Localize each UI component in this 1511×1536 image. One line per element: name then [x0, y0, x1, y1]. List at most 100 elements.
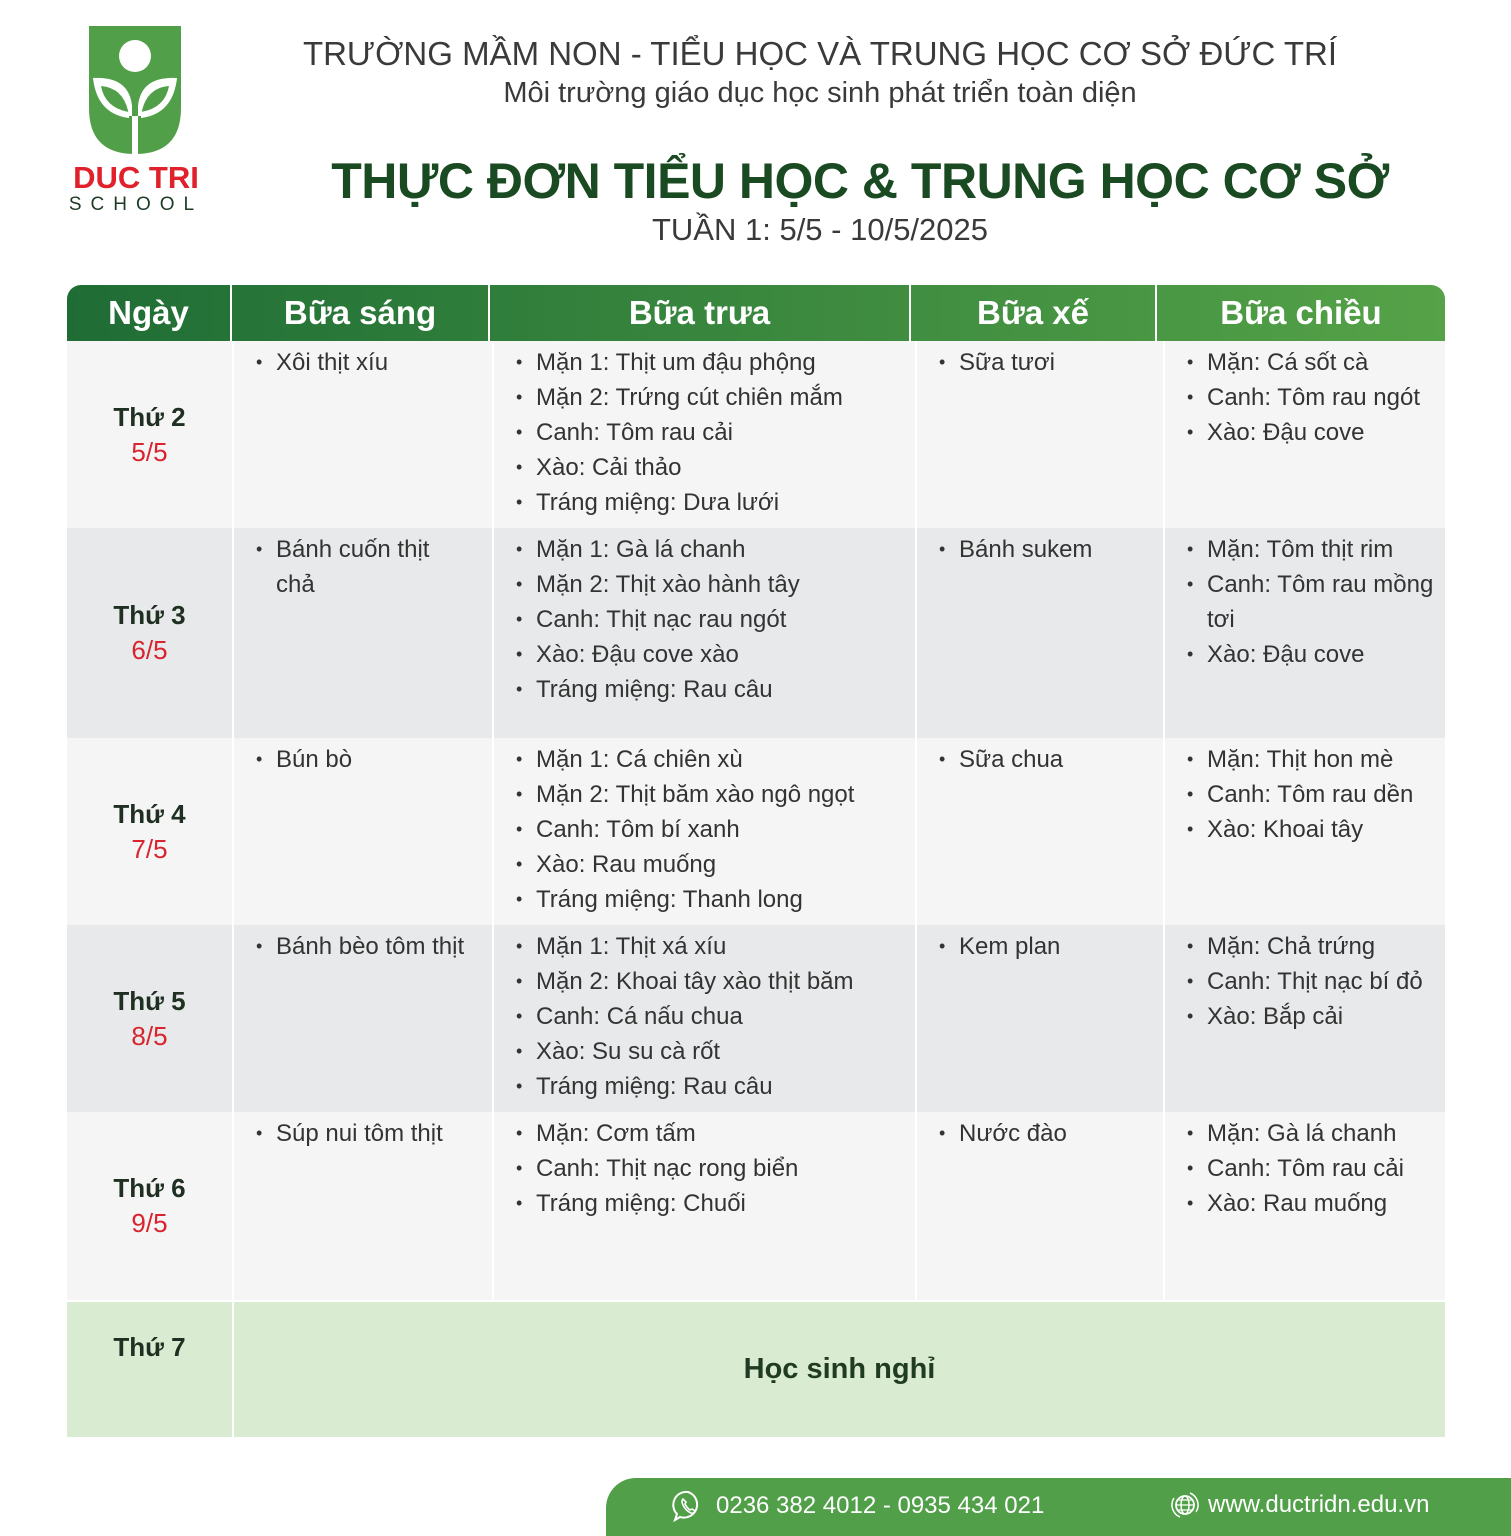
menu-item: Mặn 2: Thịt băm xào ngô ngọt — [494, 777, 915, 812]
column-divider — [915, 925, 917, 1112]
menu-item: Tráng miệng: Chuối — [494, 1186, 915, 1221]
menu-item: Canh: Tôm rau ngót — [1165, 380, 1444, 415]
snack-list: Kem plan — [917, 925, 1163, 1112]
menu-table: Ngày Bữa sáng Bữa trưa Bữa xế Bữa chiều … — [67, 285, 1445, 1437]
table-row: Thứ 69/5Súp nui tôm thịtMặn: Cơm tấmCanh… — [67, 1112, 1445, 1300]
menu-item: Tráng miệng: Rau câu — [494, 1069, 915, 1104]
lunch-list: Mặn 1: Thịt xá xíuMặn 2: Khoai tây xào t… — [494, 925, 915, 1112]
dinner-list: Mặn: Chả trứngCanh: Thịt nạc bí đỏXào: B… — [1165, 925, 1444, 1112]
column-divider — [232, 1112, 234, 1300]
day-cell: Thứ 2 5/5 — [67, 341, 232, 528]
column-divider — [232, 925, 234, 1112]
menu-item: Canh: Tôm rau cải — [1165, 1151, 1444, 1186]
dinner-list: Mặn: Tôm thịt rimCanh: Tôm rau mồng tơiX… — [1165, 528, 1444, 738]
column-header: Bữa chiều — [1220, 294, 1382, 331]
lunch-list: Mặn 1: Gà lá chanhMặn 2: Thịt xào hành t… — [494, 528, 915, 738]
menu-item: Súp nui tôm thịt — [234, 1116, 492, 1151]
menu-item: Canh: Thịt nạc bí đỏ — [1165, 964, 1444, 999]
breakfast-list: Súp nui tôm thịt — [234, 1112, 492, 1300]
day-name: Thứ 2 — [113, 401, 186, 432]
column-divider — [492, 341, 494, 528]
column-header: Bữa trưa — [490, 285, 911, 341]
phone-icon — [672, 1490, 699, 1522]
day-cell: Thứ 7 — [67, 1302, 232, 1437]
menu-item: Canh: Thịt nạc rong biển — [494, 1151, 915, 1186]
table-header: Ngày Bữa sáng Bữa trưa Bữa xế Bữa chiều — [67, 285, 1445, 341]
menu-item: Mặn 2: Khoai tây xào thịt băm — [494, 964, 915, 999]
menu-item: Canh: Tôm rau cải — [494, 415, 915, 450]
menu-item: Tráng miệng: Rau câu — [494, 672, 915, 707]
menu-item: Nước đào — [917, 1116, 1163, 1151]
phone-contact: 0236 382 4012 - 0935 434 021 — [672, 1490, 1044, 1522]
menu-item: Tráng miệng: Dưa lưới — [494, 485, 915, 520]
menu-item: Xào: Đậu cove xào — [494, 637, 915, 672]
column-header: Ngày — [67, 285, 232, 341]
table-row: Thứ 5 8/5 Bánh bèo tôm thịtMặn 1: Thịt xá … — [67, 925, 1445, 1112]
column-divider — [1163, 925, 1165, 1112]
menu-item: Mặn: Gà lá chanh — [1165, 1116, 1444, 1151]
menu-item: Kem plan — [917, 929, 1163, 964]
column-header: Bữa xế — [911, 285, 1157, 341]
menu-item: Xào: Rau muống — [1165, 1186, 1444, 1221]
day-cell: Thứ 3 6/5 — [67, 528, 232, 738]
menu-item: Canh: Tôm rau mồng tơi — [1165, 567, 1444, 637]
phone-numbers[interactable]: 0236 382 4012 - 0935 434 021 — [716, 1492, 1045, 1519]
menu-item: Xào: Khoai tây — [1165, 812, 1444, 847]
menu-item: Sữa chua — [917, 742, 1163, 777]
logo-name: DUC TRI — [73, 160, 199, 195]
website-link[interactable]: www.ductridn.edu.vn — [1208, 1491, 1430, 1518]
dinner-list: Mặn: Thịt hon mèCanh: Tôm rau dềnXào: Kh… — [1165, 738, 1444, 925]
menu-item: Bánh sukem — [917, 532, 1163, 567]
week-label: TUẦN 1: 5/5 - 10/5/2025 — [651, 212, 989, 247]
column-header: Bữa sáng — [232, 285, 490, 341]
breakfast-list: Bánh bèo tôm thịt — [234, 925, 492, 1112]
day-name: Thứ 3 — [113, 600, 186, 630]
column-divider — [492, 925, 494, 1112]
column-divider — [1163, 1112, 1165, 1300]
table-body: Thứ 2 5/5 Xôi thịt xíuMặn 1: Thịt um đậu p… — [67, 341, 1445, 1300]
lunch-list: Mặn: Cơm tấmCanh: Thịt nạc rong biểnTrán… — [494, 1112, 915, 1300]
column-divider — [492, 528, 494, 738]
logo-shield-icon — [89, 26, 181, 154]
breakfast-list: Xôi thịt xíu — [234, 341, 492, 528]
menu-item: Mặn 2: Trứng cút chiên mắm — [494, 380, 915, 415]
menu-item: Mặn 1: Gà lá chanh — [494, 532, 915, 567]
column-divider — [232, 738, 234, 925]
table-row: Thứ 2 5/5 Xôi thịt xíuMặn 1: Thịt um đậu p… — [67, 341, 1445, 528]
column-divider — [492, 1112, 494, 1300]
dinner-list: Mặn: Gà lá chanhCanh: Tôm rau cảiXào: Ra… — [1165, 1112, 1444, 1300]
column-divider — [232, 1302, 234, 1437]
menu-item: Xào: Su su cà rốt — [494, 1034, 915, 1069]
day-date: 8/5 — [131, 1020, 168, 1051]
column-divider — [1163, 528, 1165, 738]
day-name: Thứ 6 — [113, 1173, 186, 1203]
menu-item: Tráng miệng: Thanh long — [494, 882, 915, 917]
menu-item: Mặn: Chả trứng — [1165, 929, 1444, 964]
menu-item: Bánh bèo tôm thịt — [234, 929, 492, 964]
menu-item: Mặn: Thịt hon mè — [1165, 742, 1444, 777]
day-name: Thứ 7 — [113, 1332, 186, 1362]
day-name: Thứ 4 — [113, 798, 186, 829]
website-contact: www.ductridn.edu.vn — [1170, 1490, 1429, 1520]
day-cell: Thứ 4 7/5 — [67, 738, 232, 925]
menu-item: Xào: Bắp cải — [1165, 999, 1444, 1034]
table-row-saturday: Thứ 7 Học sinh nghỉ — [67, 1302, 1445, 1437]
menu-item: Xào: Rau muống — [494, 847, 915, 882]
footer-bar: 0236 382 4012 - 0935 434 021 www.ductrid… — [606, 1478, 1511, 1536]
table-row: Thứ 4 7/5 Bún bòMặn 1: Cá chiên xùMặn 2: T… — [67, 738, 1445, 925]
menu-item: Mặn 2: Thịt xào hành tây — [494, 567, 915, 602]
menu-item: Mặn: Tôm thịt rim — [1165, 532, 1444, 567]
menu-item: Mặn: Cơm tấm — [494, 1116, 915, 1151]
day-date: 6/5 — [131, 635, 168, 665]
day-date: 5/5 — [131, 436, 168, 467]
menu-item: Xào: Cải thảo — [494, 450, 915, 485]
menu-item: Bánh cuốn thịt chả — [234, 532, 492, 602]
rest-note: Học sinh nghỉ — [743, 1353, 936, 1385]
menu-item: Mặn 1: Thịt um đậu phộng — [494, 345, 915, 380]
column-divider — [492, 738, 494, 925]
column-divider — [915, 1112, 917, 1300]
column-divider — [915, 341, 917, 528]
lunch-list: Mặn 1: Thịt um đậu phộngMặn 2: Trứng cút… — [494, 341, 915, 528]
menu-item: Mặn: Cá sốt cà — [1165, 345, 1444, 380]
snack-list: Sữa chua — [917, 738, 1163, 925]
